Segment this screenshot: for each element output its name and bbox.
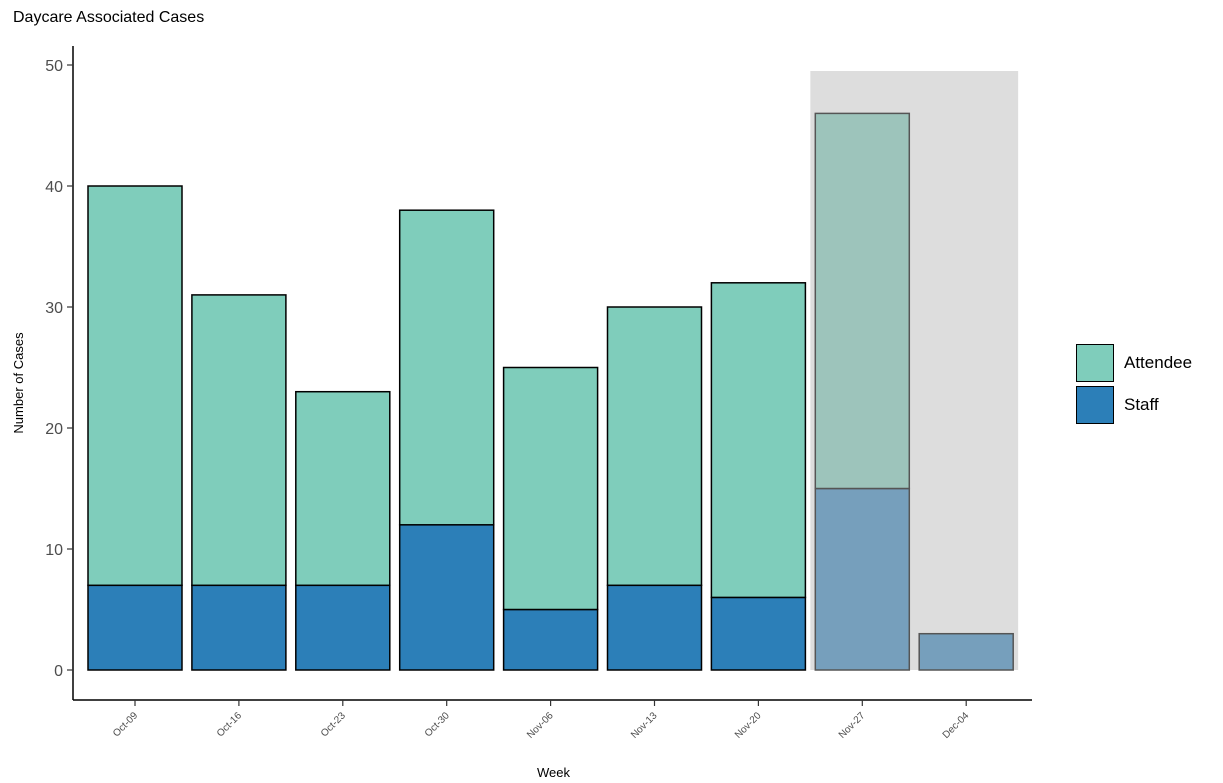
bar-staff-oct-09 <box>87 584 183 671</box>
y-tick-label-10: 10 <box>45 542 63 559</box>
y-tick-label-30: 30 <box>45 300 63 317</box>
x-tick-label-dec-04: Dec-04 <box>941 710 972 741</box>
legend-item-attendee: Attendee <box>1076 342 1192 384</box>
x-tick-label-oct-23: Oct-23 <box>319 710 348 739</box>
chart-title: Daycare Associated Cases <box>13 9 205 26</box>
bar-staff-nov-13 <box>606 584 703 671</box>
y-tick-label-20: 20 <box>45 421 63 438</box>
legend-label-attendee: Attendee <box>1124 353 1193 372</box>
bar-staff-nov-20 <box>710 596 807 671</box>
bar-attendee-oct-30 <box>398 209 495 526</box>
y-axis-title: Number of Cases <box>11 332 26 434</box>
legend-swatch-staff <box>1076 386 1114 424</box>
x-tick-label-nov-20: Nov-20 <box>733 710 764 741</box>
x-axis-title: Week <box>537 765 570 780</box>
bar-staff-oct-16 <box>191 584 287 671</box>
bar-staff-dec-04 <box>918 632 1014 671</box>
bar-staff-oct-23 <box>295 584 391 671</box>
x-tick-label-oct-30: Oct-30 <box>423 710 452 739</box>
x-tick-label-nov-13: Nov-13 <box>629 710 660 741</box>
y-tick-label-50: 50 <box>45 58 63 75</box>
bar-attendee-oct-09 <box>87 185 183 587</box>
x-tick-label-nov-06: Nov-06 <box>525 710 556 741</box>
bar-attendee-nov-13 <box>606 306 703 587</box>
bar-attendee-nov-06 <box>502 366 599 611</box>
bar-attendee-nov-27 <box>814 112 911 490</box>
bar-attendee-nov-20 <box>710 282 807 599</box>
x-tick-label-nov-27: Nov-27 <box>837 710 868 741</box>
bar-attendee-oct-16 <box>191 294 287 587</box>
x-tick-label-oct-16: Oct-16 <box>215 710 244 739</box>
y-tick-label-40: 40 <box>45 179 63 196</box>
legend: Attendee Staff <box>1076 342 1192 426</box>
y-tick-label-0: 0 <box>54 663 63 680</box>
bar-attendee-oct-23 <box>295 390 391 587</box>
bar-staff-nov-27 <box>814 487 911 671</box>
x-tick-label-oct-09: Oct-09 <box>111 710 140 739</box>
legend-label-staff: Staff <box>1124 395 1159 414</box>
legend-item-staff: Staff <box>1076 384 1192 426</box>
legend-swatch-attendee <box>1076 344 1114 382</box>
bar-staff-nov-06 <box>502 608 599 671</box>
bar-staff-oct-30 <box>398 524 495 671</box>
